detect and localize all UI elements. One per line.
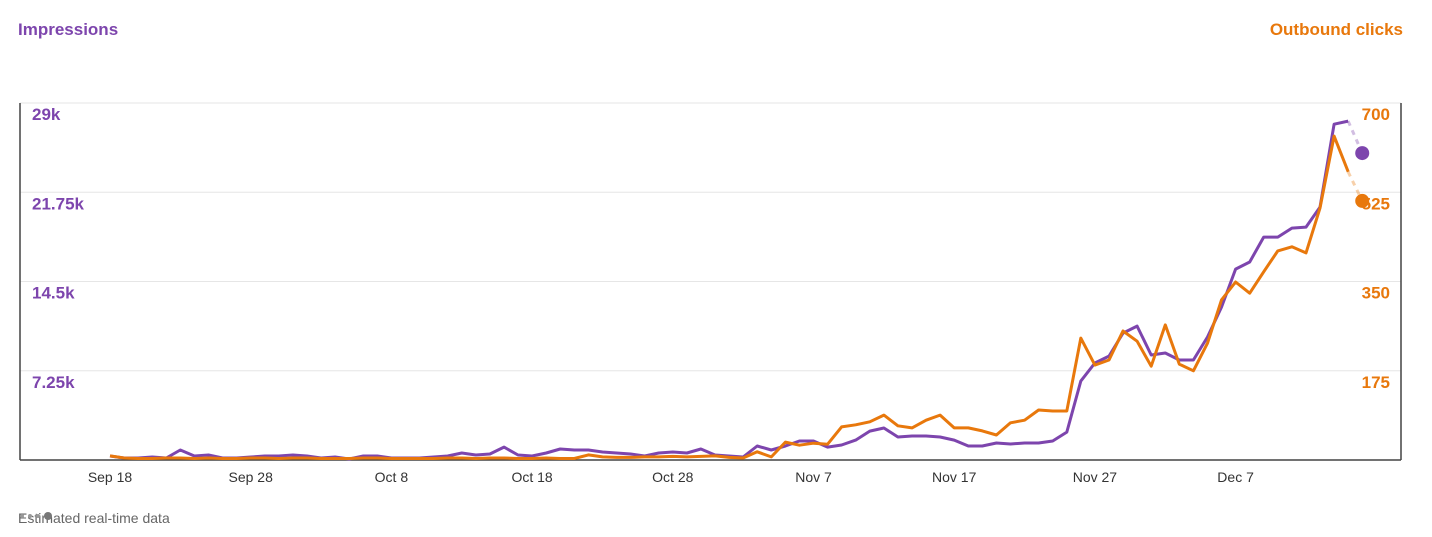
- left-tick-label: 21.75k: [32, 194, 85, 213]
- x-tick-label: Sep 18: [88, 469, 133, 485]
- right-tick-label: 175: [1362, 373, 1390, 392]
- right-tick-label: 350: [1362, 284, 1390, 303]
- x-tick-label: Dec 7: [1217, 469, 1254, 485]
- impressions-line: [109, 119, 1349, 461]
- right-tick-label: 700: [1362, 105, 1390, 124]
- x-tick-label: Oct 8: [375, 469, 409, 485]
- impressions-estimated-point: [1355, 146, 1370, 161]
- impressions-axis-title: Impressions: [18, 20, 119, 39]
- x-tick-label: Oct 28: [652, 469, 693, 485]
- left-tick-label: 14.5k: [32, 284, 75, 303]
- estimated-dots-icon: [20, 512, 52, 520]
- legend: Estimated real-time data: [18, 510, 170, 526]
- outbound-clicks-estimated-point: [1355, 193, 1370, 208]
- left-tick-label: 29k: [32, 105, 61, 124]
- x-tick-label: Sep 28: [229, 469, 274, 485]
- left-tick-label: 7.25k: [32, 373, 75, 392]
- x-tick-label: Nov 7: [795, 469, 832, 485]
- x-tick-label: Nov 27: [1073, 469, 1118, 485]
- legend-estimated-label: Estimated real-time data: [18, 510, 170, 526]
- x-tick-label: Oct 18: [511, 469, 552, 485]
- outbound-clicks-line: [109, 134, 1350, 460]
- x-tick-label: Nov 17: [932, 469, 977, 485]
- outbound-clicks-axis-title: Outbound clicks: [1269, 20, 1403, 39]
